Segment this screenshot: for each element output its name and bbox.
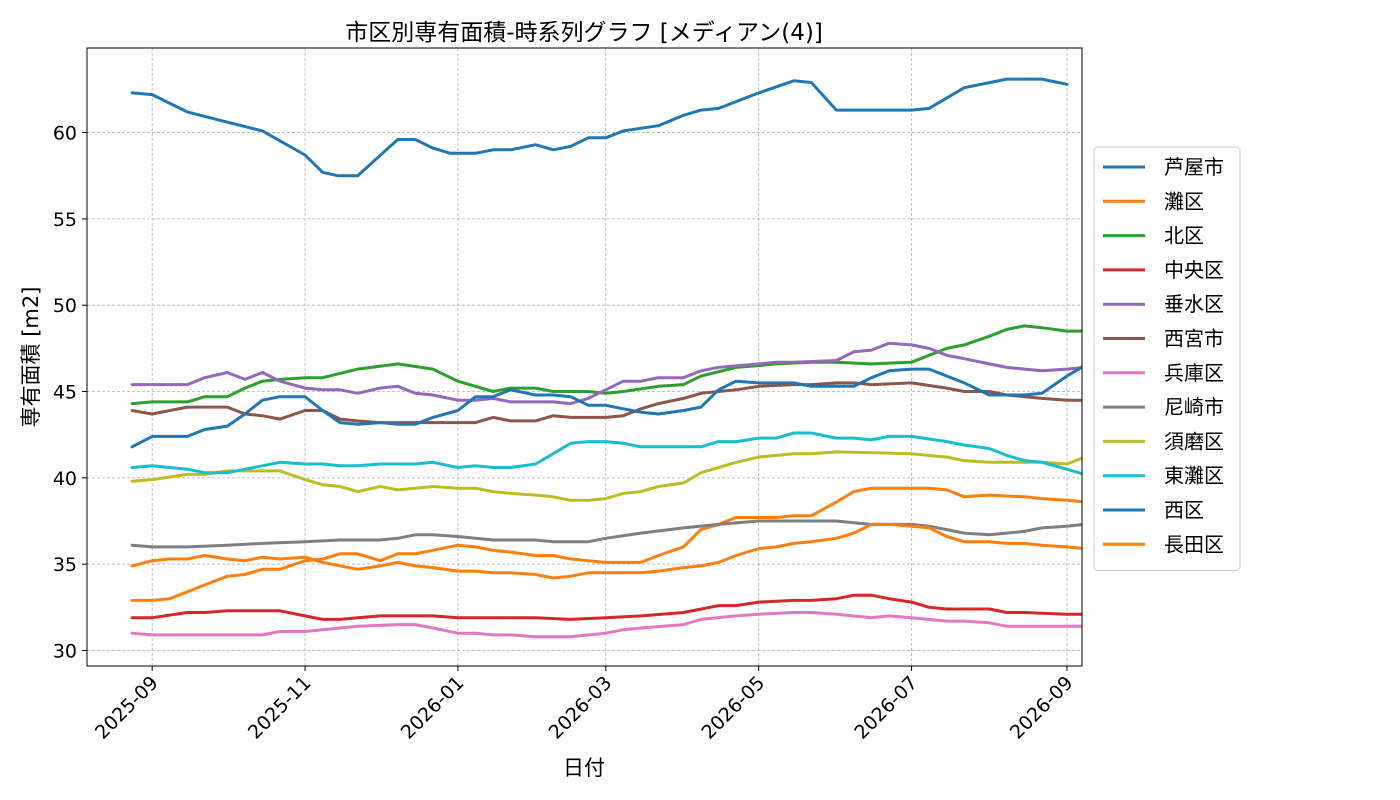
legend-label: 長田区	[1164, 532, 1224, 556]
legend-label: 尼崎市	[1164, 395, 1224, 419]
legend-label: 芦屋市	[1164, 155, 1224, 179]
y-tick-label: 55	[53, 209, 77, 231]
series-line-4	[130, 593, 1082, 621]
series-line-7	[130, 611, 1082, 639]
series-line-5	[130, 341, 1082, 406]
legend-label: 西宮市	[1164, 327, 1224, 351]
legend-label: 北区	[1164, 224, 1204, 248]
legend-label: 兵庫区	[1164, 361, 1224, 385]
y-tick-label: 45	[53, 382, 77, 404]
series-line-9	[130, 450, 1082, 502]
chart-title: 市区別専有面積-時系列グラフ [メディアン(4)]	[345, 20, 823, 46]
y-tick-label: 60	[53, 123, 77, 145]
y-tick-label: 35	[53, 554, 77, 576]
series-line-2	[130, 486, 1082, 602]
legend-box	[1093, 146, 1241, 572]
x-axis-label: 日付	[563, 756, 605, 780]
legend-label: 須磨区	[1164, 429, 1224, 453]
series-line-12	[130, 522, 1082, 580]
y-axis-label: 専有面積 [m2]	[19, 287, 43, 428]
legend-label: 灘区	[1164, 189, 1204, 213]
series-line-3	[130, 324, 1082, 406]
series-line-11	[130, 365, 1082, 449]
legend-label: 西区	[1164, 498, 1204, 522]
legend-label: 垂水区	[1164, 292, 1224, 316]
y-tick-label: 30	[53, 640, 77, 662]
legend-label: 東灘区	[1164, 464, 1224, 488]
series-line-6	[130, 381, 1082, 425]
y-axis: 30 35 40 45 50 55 60	[53, 123, 87, 662]
plot-frame	[86, 47, 1083, 667]
legend-label: 中央区	[1164, 258, 1224, 282]
y-tick-label: 50	[53, 295, 77, 317]
series-line-10	[130, 431, 1082, 476]
plot-lines	[130, 77, 1082, 639]
series-line-1	[130, 77, 1069, 178]
series-line-8	[130, 519, 1082, 549]
y-tick-label: 40	[53, 468, 77, 490]
